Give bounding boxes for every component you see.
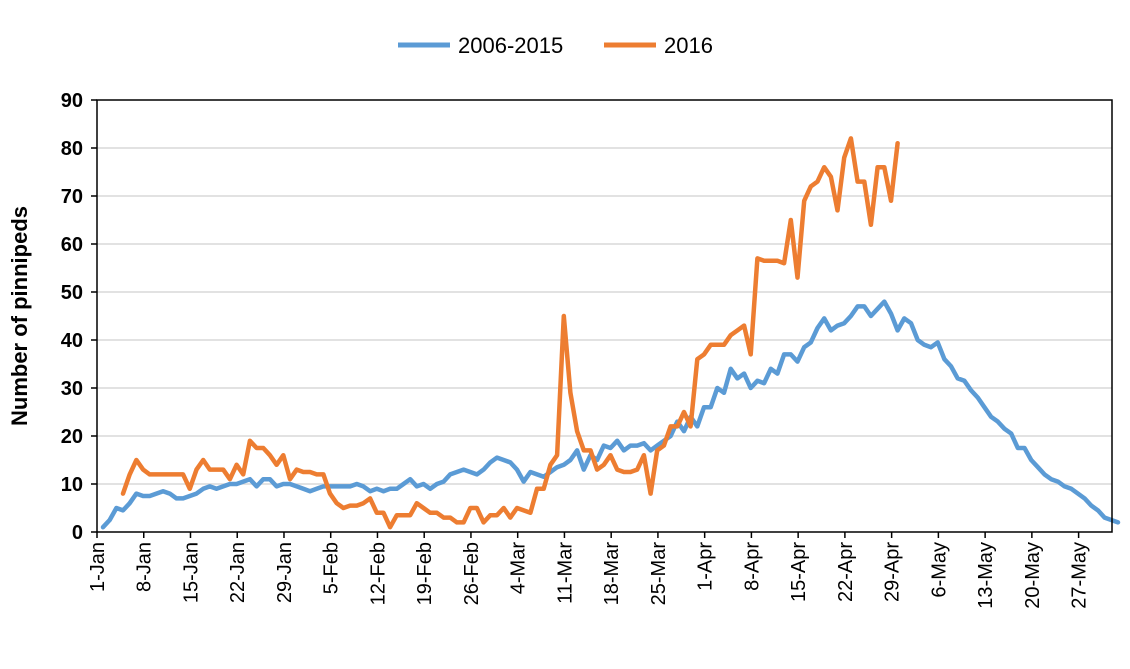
x-tick-label-26-Feb: 26-Feb bbox=[461, 542, 483, 605]
x-tick-label-13-May: 13-May bbox=[975, 542, 997, 609]
y-tick-label-40: 40 bbox=[61, 330, 83, 352]
y-tick-label-70: 70 bbox=[61, 186, 83, 208]
legend-label: 2016 bbox=[664, 33, 713, 58]
legend-item-2016: 2016 bbox=[604, 33, 713, 58]
x-tick-label-22-Apr: 22-Apr bbox=[835, 542, 857, 602]
series-line-2016 bbox=[120, 136, 900, 530]
x-tick-label-27-May: 27-May bbox=[1069, 542, 1091, 609]
y-tick-label-0: 0 bbox=[72, 522, 83, 544]
x-tick-label-29-Apr: 29-Apr bbox=[882, 542, 904, 602]
x-tick-label-8-Apr: 8-Apr bbox=[741, 542, 763, 591]
x-tick-label-19-Feb: 19-Feb bbox=[414, 542, 436, 605]
x-tick-label-4-Mar: 4-Mar bbox=[508, 542, 530, 595]
x-tick-label-15-Apr: 15-Apr bbox=[788, 542, 810, 602]
x-tick-label-11-Mar: 11-Mar bbox=[554, 542, 576, 604]
x-tick-label-1-Jan: 1-Jan bbox=[87, 542, 109, 592]
series-line-2006-2015 bbox=[100, 299, 1121, 530]
x-tick-label-18-Mar: 18-Mar bbox=[601, 542, 623, 606]
x-tick-label-5-Feb: 5-Feb bbox=[321, 542, 343, 594]
legend-label: 2006-2015 bbox=[458, 33, 563, 58]
gridlines bbox=[97, 147, 1112, 485]
x-tick-label-8-Jan: 8-Jan bbox=[134, 542, 156, 592]
legend-item-2006-2015: 2006-2015 bbox=[398, 33, 563, 58]
x-tick-label-22-Jan: 22-Jan bbox=[227, 542, 249, 603]
x-tick-label-12-Feb: 12-Feb bbox=[367, 542, 389, 605]
y-tick-label-50: 50 bbox=[61, 282, 83, 304]
plot-area-frame bbox=[96, 99, 1113, 533]
y-tick-label-20: 20 bbox=[61, 426, 83, 448]
y-tick-label-60: 60 bbox=[61, 234, 83, 256]
x-tick-label-25-Mar: 25-Mar bbox=[648, 542, 670, 606]
x-axis-ticks: 1-Jan 8-Jan 15-Jan 22-Jan 29-Jan 5-Feb 12-Feb 1… bbox=[87, 532, 1091, 609]
y-axis-title: Number of pinnipeds bbox=[7, 206, 32, 426]
x-tick-label-20-May: 20-May bbox=[1022, 542, 1044, 609]
y-tick-label-90: 90 bbox=[61, 90, 83, 112]
x-tick-label-1-Apr: 1-Apr bbox=[695, 542, 717, 591]
legend: 2006-2015 2016 bbox=[398, 33, 713, 58]
y-tick-label-10: 10 bbox=[61, 474, 83, 496]
y-tick-label-30: 30 bbox=[61, 378, 83, 400]
x-tick-label-15-Jan: 15-Jan bbox=[180, 542, 202, 603]
x-tick-label-6-May: 6-May bbox=[928, 542, 950, 598]
y-tick-label-80: 80 bbox=[61, 138, 83, 160]
y-axis-ticks: 0 10 20 30 40 50 60 70 80 90 bbox=[61, 90, 97, 544]
series-lines bbox=[100, 136, 1121, 530]
x-tick-label-29-Jan: 29-Jan bbox=[274, 542, 296, 603]
